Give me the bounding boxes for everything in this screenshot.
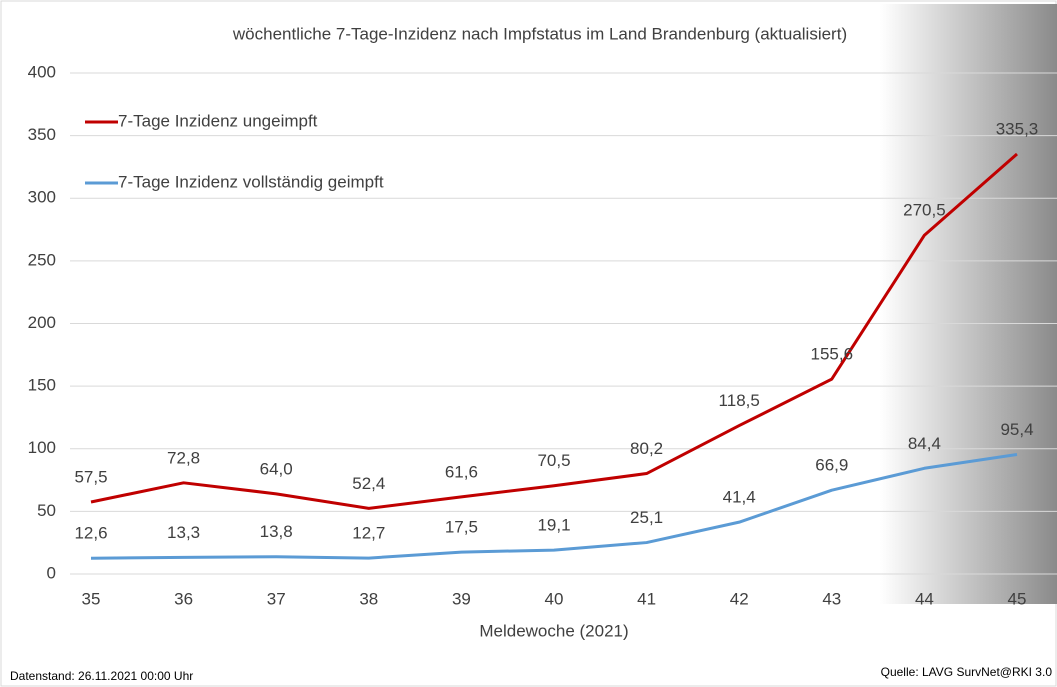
x-tick-label: 39 <box>452 589 471 608</box>
footer-left: Datenstand: 26.11.2021 00:00 Uhr <box>10 669 193 683</box>
data-label: 17,5 <box>445 518 478 537</box>
y-tick-label: 350 <box>28 125 56 144</box>
x-axis-title: Meldewoche (2021) <box>479 621 628 640</box>
y-tick-label: 250 <box>28 250 56 269</box>
data-label: 19,1 <box>537 516 570 535</box>
x-tick-label: 41 <box>637 589 656 608</box>
series-line <box>90 152 1018 510</box>
series-line <box>90 453 1018 560</box>
chart-title: wöchentliche 7-Tage-Inzidenz nach Impfst… <box>232 24 847 43</box>
data-label: 70,5 <box>537 451 570 470</box>
data-label: 80,2 <box>630 439 663 458</box>
y-tick-label: 50 <box>37 501 56 520</box>
x-tick-label: 44 <box>915 589 934 608</box>
x-tick-label: 36 <box>174 589 193 608</box>
data-label: 12,7 <box>352 524 385 543</box>
data-label: 57,5 <box>74 467 107 486</box>
data-label: 12,6 <box>74 524 107 543</box>
x-tick-label: 35 <box>82 589 101 608</box>
data-label: 13,8 <box>260 522 293 541</box>
data-label: 13,3 <box>167 523 200 542</box>
data-label: 66,9 <box>815 456 848 475</box>
y-tick-label: 150 <box>28 376 56 395</box>
y-tick-label: 0 <box>47 563 56 582</box>
data-label: 64,0 <box>260 459 293 478</box>
footer-right: Quelle: LAVG SurvNet@RKI 3.0 <box>881 665 1053 679</box>
legend-label: 7-Tage Inzidenz ungeimpft <box>118 111 318 130</box>
data-label: 118,5 <box>719 391 760 410</box>
x-tick-label: 40 <box>545 589 564 608</box>
data-label: 61,6 <box>445 462 478 481</box>
x-tick-label: 37 <box>267 589 286 608</box>
data-label: 155,6 <box>811 345 854 364</box>
data-label: 25,1 <box>630 508 663 527</box>
y-tick-label: 300 <box>28 188 56 207</box>
legend-label: 7-Tage Inzidenz vollständig geimpft <box>118 172 384 191</box>
x-tick-label: 45 <box>1008 589 1027 608</box>
data-label: 52,4 <box>352 474 385 493</box>
y-tick-label: 200 <box>28 313 56 332</box>
y-tick-label: 400 <box>28 62 56 81</box>
data-label: 270,5 <box>903 201 946 220</box>
data-label: 335,3 <box>996 120 1039 139</box>
shading <box>880 4 1057 604</box>
data-label: 95,4 <box>1000 420 1033 439</box>
data-label: 84,4 <box>908 434 941 453</box>
data-label: 41,4 <box>723 488 756 507</box>
data-label: 72,8 <box>167 448 200 467</box>
x-tick-label: 38 <box>359 589 378 608</box>
x-tick-label: 43 <box>822 589 841 608</box>
y-tick-label: 100 <box>28 438 56 457</box>
x-tick-label: 42 <box>730 589 749 608</box>
